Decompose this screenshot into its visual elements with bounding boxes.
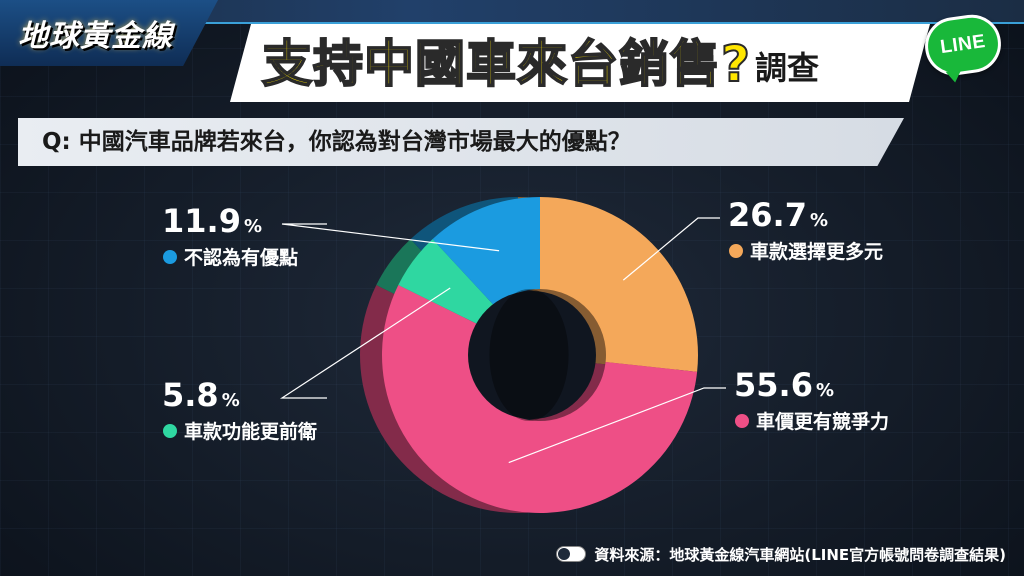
source-text: 資料來源：地球黃金線汽車網站(LINE官方帳號問卷調查結果): [594, 545, 1006, 564]
value-label-0: 26.7%: [728, 196, 828, 234]
toggle-icon: [556, 546, 587, 562]
category-label-0: 車款選擇更多元: [750, 240, 883, 263]
slice-2: [398, 239, 496, 326]
legend-dot-2: [163, 424, 177, 438]
value-number-0: 26.7: [728, 196, 807, 234]
donut-hole-shadow: [489, 289, 569, 421]
question: Q: 中國汽車品牌若來台，你認為對台灣市場最大的優點？: [42, 120, 631, 164]
slice-3: [432, 197, 540, 307]
question-prefix: Q:: [42, 129, 71, 155]
value-number-1: 55.6: [734, 366, 813, 404]
question-bar: [18, 118, 904, 166]
value-label-1: 55.6%: [734, 366, 834, 404]
slice-1: [382, 285, 698, 513]
leader-line-1: [508, 387, 726, 464]
leader-line-2: [279, 287, 451, 399]
value-unit-0: %: [810, 210, 828, 231]
title-suffix: 調查: [755, 49, 820, 87]
slice-0: [540, 197, 698, 372]
value-number-2: 5.8: [162, 376, 219, 414]
category-label-3: 不認為有優點: [184, 246, 298, 269]
legend-dot-3: [163, 250, 177, 264]
legend-dot-1: [735, 414, 749, 428]
value-number-3: 11.9: [162, 202, 241, 240]
source-note: 資料來源：地球黃金線汽車網站(LINE官方帳號問卷調查結果): [556, 542, 1006, 566]
category-label-2: 車款功能更前衛: [184, 420, 317, 443]
donut-hole: [468, 291, 596, 419]
value-label-3: 11.9%: [162, 202, 262, 240]
title-banner: [230, 24, 930, 102]
value-unit-1: %: [816, 380, 834, 401]
legend-dot-0: [729, 244, 743, 258]
value-label-2: 5.8%: [162, 376, 240, 414]
title-main: 支持中國車來台銷售?: [261, 34, 752, 94]
leader-line-3: [281, 223, 500, 252]
leader-line-0: [622, 217, 720, 281]
logo-text: 地球黃金線: [18, 19, 173, 54]
value-unit-3: %: [244, 216, 262, 237]
program-logo: 地球黃金線: [0, 0, 218, 66]
value-unit-2: %: [222, 390, 240, 411]
page-title: 支持中國車來台銷售? 調查: [261, 34, 820, 94]
category-label-1: 車價更有競爭力: [756, 410, 889, 433]
question-text: 中國汽車品牌若來台，你認為對台灣市場最大的優點？: [78, 129, 631, 155]
